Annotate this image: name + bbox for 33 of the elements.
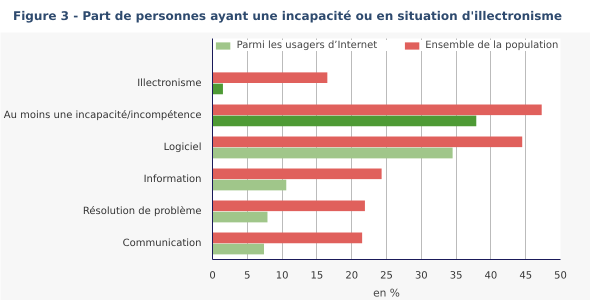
x-tick-label: 5	[244, 270, 250, 282]
bar	[212, 168, 382, 180]
legend-label: Ensemble de la population	[425, 40, 558, 51]
bar	[212, 148, 453, 158]
y-tick-label: Information	[144, 174, 202, 185]
x-tick-label: 40	[484, 270, 498, 282]
x-tick-label: 20	[345, 270, 358, 282]
bar	[212, 104, 542, 116]
bar	[212, 180, 286, 190]
bar	[212, 232, 362, 244]
bar	[212, 244, 264, 254]
x-tick-label: 10	[276, 270, 288, 282]
y-tick-label: Communication	[122, 238, 202, 249]
bar	[212, 212, 268, 222]
x-tick-label: 45	[519, 270, 532, 282]
bar	[212, 72, 328, 84]
x-tick-label: 35	[450, 270, 462, 282]
y-tick-label: Illectronisme	[137, 78, 202, 89]
bar	[212, 136, 522, 148]
bar	[212, 84, 223, 94]
y-tick-label: Logiciel	[164, 142, 202, 153]
y-tick-label: Résolution de problème	[82, 206, 202, 217]
chart-title: Figure 3 - Part de personnes ayant une incapacité ou en situation d'illectronisme	[13, 8, 562, 25]
x-tick-label: 50	[554, 270, 567, 282]
legend-label: Parmi les usagers d’Internet	[236, 40, 378, 51]
bar	[212, 116, 476, 126]
x-tick-label: 30	[414, 270, 428, 282]
y-tick-label: Au moins une incapacité/incompétence	[4, 110, 202, 121]
x-tick-label: 0	[209, 270, 216, 282]
x-axis-title: en %	[373, 286, 400, 300]
bar	[212, 200, 365, 212]
x-tick-label: 25	[380, 270, 393, 282]
x-tick-label: 15	[310, 270, 324, 282]
